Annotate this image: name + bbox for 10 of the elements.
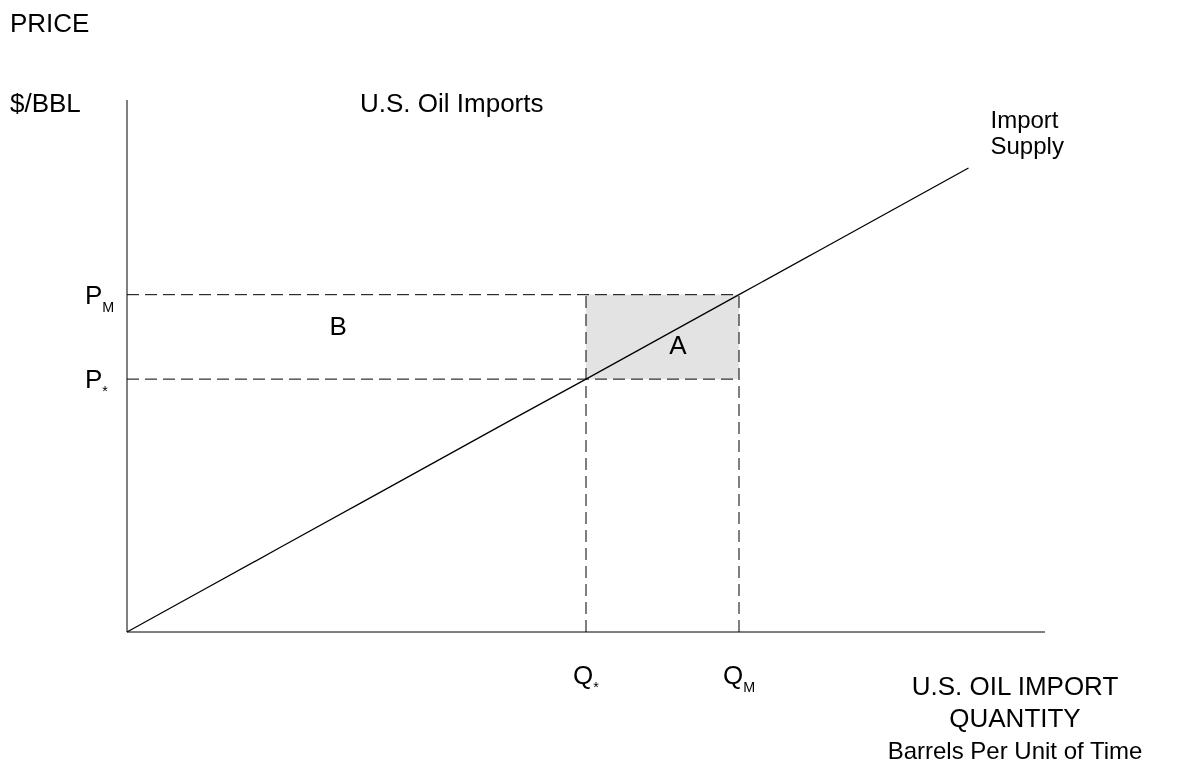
text: PRICE $/BBL <box>10 8 90 118</box>
x-tick-label: Q$_{*}$ <box>573 660 600 695</box>
chart-title: U.S. Oil Imports <box>360 88 544 118</box>
x-tick-label: Q$_{M}$ <box>722 660 756 695</box>
x-axis-title: U.S. OIL IMPORT QUANTITY Barrels Per Unit of Time <box>887 671 1143 761</box>
annotation: A <box>669 329 688 360</box>
ref-line-label: P$_{M}$ <box>85 279 115 315</box>
annotation: B <box>329 311 347 342</box>
series-label: Import Supply <box>990 106 1064 159</box>
ref-line-label: P$_{*}$ <box>85 364 109 400</box>
